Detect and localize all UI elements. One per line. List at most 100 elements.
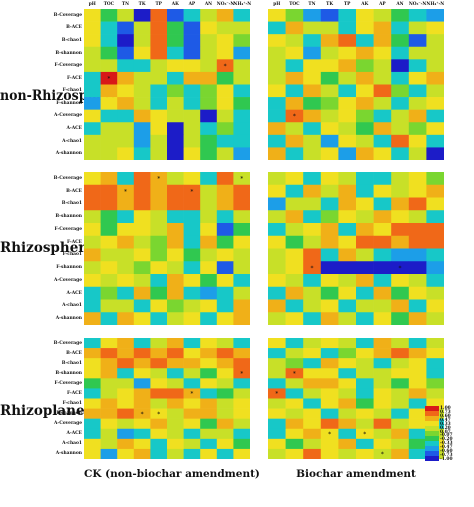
heatmap-cell [320, 197, 339, 211]
heatmap-cell [216, 378, 234, 389]
heatmap-cell [150, 21, 168, 35]
heatmap-cell [133, 235, 151, 249]
heatmap-cell [216, 46, 234, 60]
heatmap-cell [408, 97, 427, 110]
heatmap-cell [356, 235, 374, 249]
heatmap-cell [373, 408, 392, 419]
heatmap-cell [320, 348, 339, 359]
heatmap-cell [216, 223, 234, 237]
heatmap-cell [391, 286, 410, 300]
heatmap-cell [216, 261, 234, 275]
heatmap-cell [408, 418, 427, 430]
heatmap-cell [183, 448, 201, 459]
row-label: B-ACE [66, 350, 82, 356]
heatmap-cell [303, 210, 322, 224]
heatmap-cell [133, 378, 151, 389]
heatmap-cell [167, 21, 184, 35]
heatmap-cell [408, 197, 427, 211]
heatmap-cell [84, 274, 101, 288]
heatmap-cell [84, 172, 101, 186]
heatmap-cell [233, 21, 250, 35]
heatmap-cell [150, 418, 168, 430]
heatmap-cell [233, 438, 250, 450]
heatmap-cell [233, 134, 250, 148]
heatmap-cell [100, 312, 118, 325]
heatmap-cell [100, 210, 118, 224]
heatmap-cell [117, 21, 135, 35]
heatmap-cell [356, 312, 374, 325]
significance-star: * [381, 451, 384, 458]
heatmap-cell [216, 97, 234, 110]
heatmap-cell [133, 223, 151, 237]
heatmap-cell [303, 122, 322, 136]
heatmap-cell [200, 184, 218, 198]
heatmap-cell [373, 338, 392, 349]
heatmap-cell [285, 9, 304, 22]
heatmap-cell [216, 408, 234, 419]
column-header: TK [326, 2, 334, 7]
heatmap-cell [200, 274, 218, 288]
heatmap-cell [373, 438, 392, 450]
heatmap-cell [320, 418, 339, 430]
heatmap-cell [133, 21, 151, 35]
column-header: AN [204, 2, 213, 7]
significance-star: * [157, 176, 160, 183]
heatmap-cell [391, 408, 410, 419]
heatmap-cell [117, 338, 135, 349]
row-label: F-shannon [56, 411, 82, 417]
heatmap-cell [150, 71, 168, 85]
row-label: B-Coverage [53, 12, 82, 18]
heatmap-cell [200, 418, 218, 430]
heatmap-cell [150, 122, 168, 136]
heatmap-cell [373, 358, 392, 369]
heatmap-cell [150, 235, 168, 249]
heatmap-cell [100, 147, 118, 160]
heatmap-cell [150, 348, 168, 359]
heatmap-cell [426, 84, 444, 98]
heatmap-cell [285, 34, 304, 48]
heatmap-cell [117, 398, 135, 409]
heatmap-cell [200, 428, 218, 440]
heatmap-cell [391, 299, 410, 313]
heatmap-cell [356, 368, 374, 379]
heatmap-cell [338, 348, 357, 359]
heatmap-cell [133, 358, 151, 369]
heatmap-cell [373, 172, 392, 186]
heatmap-cell [216, 398, 234, 409]
heatmap-cell [391, 134, 410, 148]
heatmap-cell [408, 59, 427, 73]
heatmap-cell [303, 235, 322, 249]
heatmap-cell [391, 261, 410, 275]
heatmap-cell [183, 348, 201, 359]
heatmap-cell [268, 34, 286, 48]
heatmap-cell [150, 378, 168, 389]
heatmap-cell [320, 172, 339, 186]
heatmap-cell [84, 21, 101, 35]
heatmap-cell [426, 235, 444, 249]
heatmap-cell [200, 338, 218, 349]
heatmap-rhizosphere-biochar: * * [268, 172, 444, 325]
heatmap-cell [183, 338, 201, 349]
heatmap-cell [200, 9, 218, 22]
heatmap-cell [167, 368, 184, 379]
heatmap-cell [356, 184, 374, 198]
heatmap-cell [183, 378, 201, 389]
heatmap-cell [356, 46, 374, 60]
heatmap-cell [338, 378, 357, 389]
heatmap-cell [84, 97, 101, 110]
heatmap-cell [216, 71, 234, 85]
heatmap-cell [167, 97, 184, 110]
heatmap-cell [216, 84, 234, 98]
heatmap-cell [84, 235, 101, 249]
heatmap-cell [408, 184, 427, 198]
heatmap-cell [303, 84, 322, 98]
heatmap-cell [285, 235, 304, 249]
heatmap-cell [150, 338, 168, 349]
heatmap-cell [167, 122, 184, 136]
heatmap-cell [216, 210, 234, 224]
heatmap-cell [84, 378, 101, 389]
heatmap-cell [233, 71, 250, 85]
heatmap-cell [216, 248, 234, 262]
heatmap-cell [216, 418, 234, 430]
heatmap-cell [167, 71, 184, 85]
